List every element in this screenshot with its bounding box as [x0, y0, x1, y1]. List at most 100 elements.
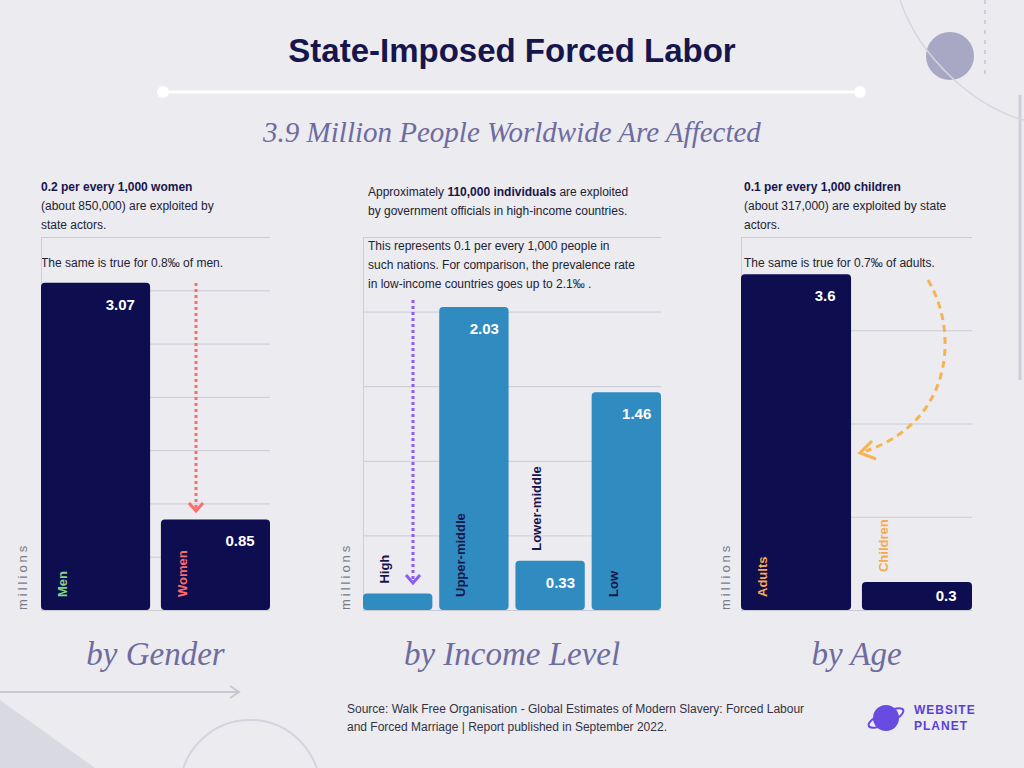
bar	[439, 307, 508, 610]
arrow-head	[406, 575, 420, 583]
grid-line	[41, 610, 270, 611]
arrow-curve	[866, 280, 945, 451]
data-label: 0.85	[226, 532, 255, 549]
chart-title: by Age	[811, 636, 901, 672]
annotation-line: 0.1 per every 1,000 children	[744, 180, 901, 194]
subtitle: 3.9 Million People Worldwide Are Affecte…	[262, 116, 761, 148]
background	[0, 0, 1024, 768]
bars	[363, 307, 661, 610]
corner-arrow-head	[230, 686, 239, 698]
corner-dot	[926, 32, 974, 80]
grid-line	[363, 237, 661, 238]
data-label: 0.3	[936, 587, 957, 604]
arrow-head	[860, 441, 876, 459]
bar	[161, 519, 270, 610]
logo-ring	[866, 705, 906, 732]
annotation-text: Approximately	[368, 185, 447, 199]
bar	[41, 283, 150, 610]
y-tick	[363, 312, 661, 313]
bar	[741, 274, 851, 610]
bar	[592, 392, 661, 610]
annotation-line: state actors.	[41, 218, 106, 232]
annotation-line: Approximately 110,000 individuals are ex…	[368, 185, 628, 199]
side-line	[1019, 95, 1022, 380]
annotation-line: This represents 0.1 per every 1,000 peop…	[368, 239, 609, 253]
pointer-arrows	[189, 280, 945, 583]
bars	[741, 274, 972, 610]
category-label: High	[377, 555, 392, 584]
y-axis-title: millions	[15, 543, 30, 610]
annotation-emphasis: 110,000 individuals	[447, 185, 556, 199]
annotation-line: The same is true for 0.8‰ of men.	[41, 256, 223, 270]
y-axis-line	[363, 238, 364, 611]
y-tick	[363, 610, 661, 611]
arrow-line	[195, 283, 198, 508]
y-axis-title: millions	[338, 543, 353, 610]
y-tick	[41, 237, 270, 238]
grid-line	[41, 237, 270, 238]
data-label: 3.6	[815, 287, 836, 304]
y-tick	[41, 610, 270, 611]
category-label: Children	[876, 519, 891, 572]
data-label: 2.03	[470, 320, 499, 337]
annotation-line: in low-income countries goes up to 2.1‰ …	[368, 277, 591, 291]
y-axis	[741, 238, 972, 611]
grid-line	[363, 312, 661, 313]
data-label: 1.46	[622, 405, 651, 422]
bar	[862, 582, 972, 610]
annotation-line: The same is true for 0.7‰ of adults.	[744, 256, 935, 270]
y-axis-title: millions	[718, 543, 733, 610]
chart-title: by Income Level	[404, 636, 620, 672]
title: State-Imposed Forced Labor	[288, 32, 736, 69]
bar	[363, 594, 432, 610]
chart-panel: 0.1 per every 1,000 children (about 317,0…	[718, 180, 972, 672]
logo-text: PLANET	[914, 719, 968, 733]
corner-triangle	[0, 700, 95, 768]
annotation-line: by government officials in high-income c…	[368, 204, 627, 218]
y-axis	[41, 238, 270, 611]
y-axis	[363, 238, 661, 611]
title-rule	[163, 91, 860, 94]
annotation-emphasis: 0.2 per every 1,000 women	[41, 180, 192, 194]
annotation-line: (about 850,000) are exploited by	[41, 199, 214, 213]
annotation-line: 0.2 per every 1,000 women	[41, 180, 192, 194]
y-tick	[363, 386, 661, 387]
annotation-line: (about 317,000) are exploited by state	[744, 199, 946, 213]
bar	[515, 561, 584, 610]
y-tick	[363, 237, 661, 238]
annotation-text: are exploited	[556, 185, 628, 199]
arrow-head	[189, 503, 203, 511]
logo: WEBSITE PLANET	[866, 703, 975, 733]
y-tick	[741, 610, 972, 611]
chart-panel: 0.2 per every 1,000 women (about 850,000)…	[15, 180, 270, 672]
logo-text: WEBSITE	[914, 703, 976, 717]
category-label: Women	[175, 550, 190, 597]
bars	[41, 283, 270, 610]
grid-line	[741, 237, 972, 238]
infographic: State-Imposed Forced Labor 3.9 Million Pe…	[0, 0, 1024, 768]
y-tick	[741, 237, 972, 238]
annotation-line: such nations. For comparison, the preval…	[368, 258, 635, 272]
grid-line	[363, 610, 661, 611]
grid-line	[741, 610, 972, 611]
corner-arrow-line	[0, 691, 238, 693]
source: Source: Walk Free Organisation - Global …	[347, 702, 804, 716]
arrow-line	[412, 300, 415, 580]
data-label: 0.33	[546, 574, 575, 591]
chart-panel: Approximately 110,000 individuals are ex…	[338, 185, 661, 672]
category-label: Lower-middle	[529, 466, 544, 551]
category-label: Low	[606, 570, 621, 597]
category-label: Upper-middle	[453, 513, 468, 597]
chart-title: by Gender	[86, 636, 225, 672]
category-label: Adults	[755, 557, 770, 597]
data-label: 3.07	[106, 296, 135, 313]
side-curve	[900, 0, 1024, 120]
side-dashes	[984, 0, 986, 80]
decorations	[0, 0, 1024, 768]
corner-ring	[180, 720, 320, 768]
title-rule-end	[157, 86, 169, 98]
title-rule-end	[854, 86, 866, 98]
source: and Forced Marriage | Report published i…	[347, 720, 667, 734]
annotation-line: actors.	[744, 218, 780, 232]
category-label: Men	[55, 571, 70, 597]
